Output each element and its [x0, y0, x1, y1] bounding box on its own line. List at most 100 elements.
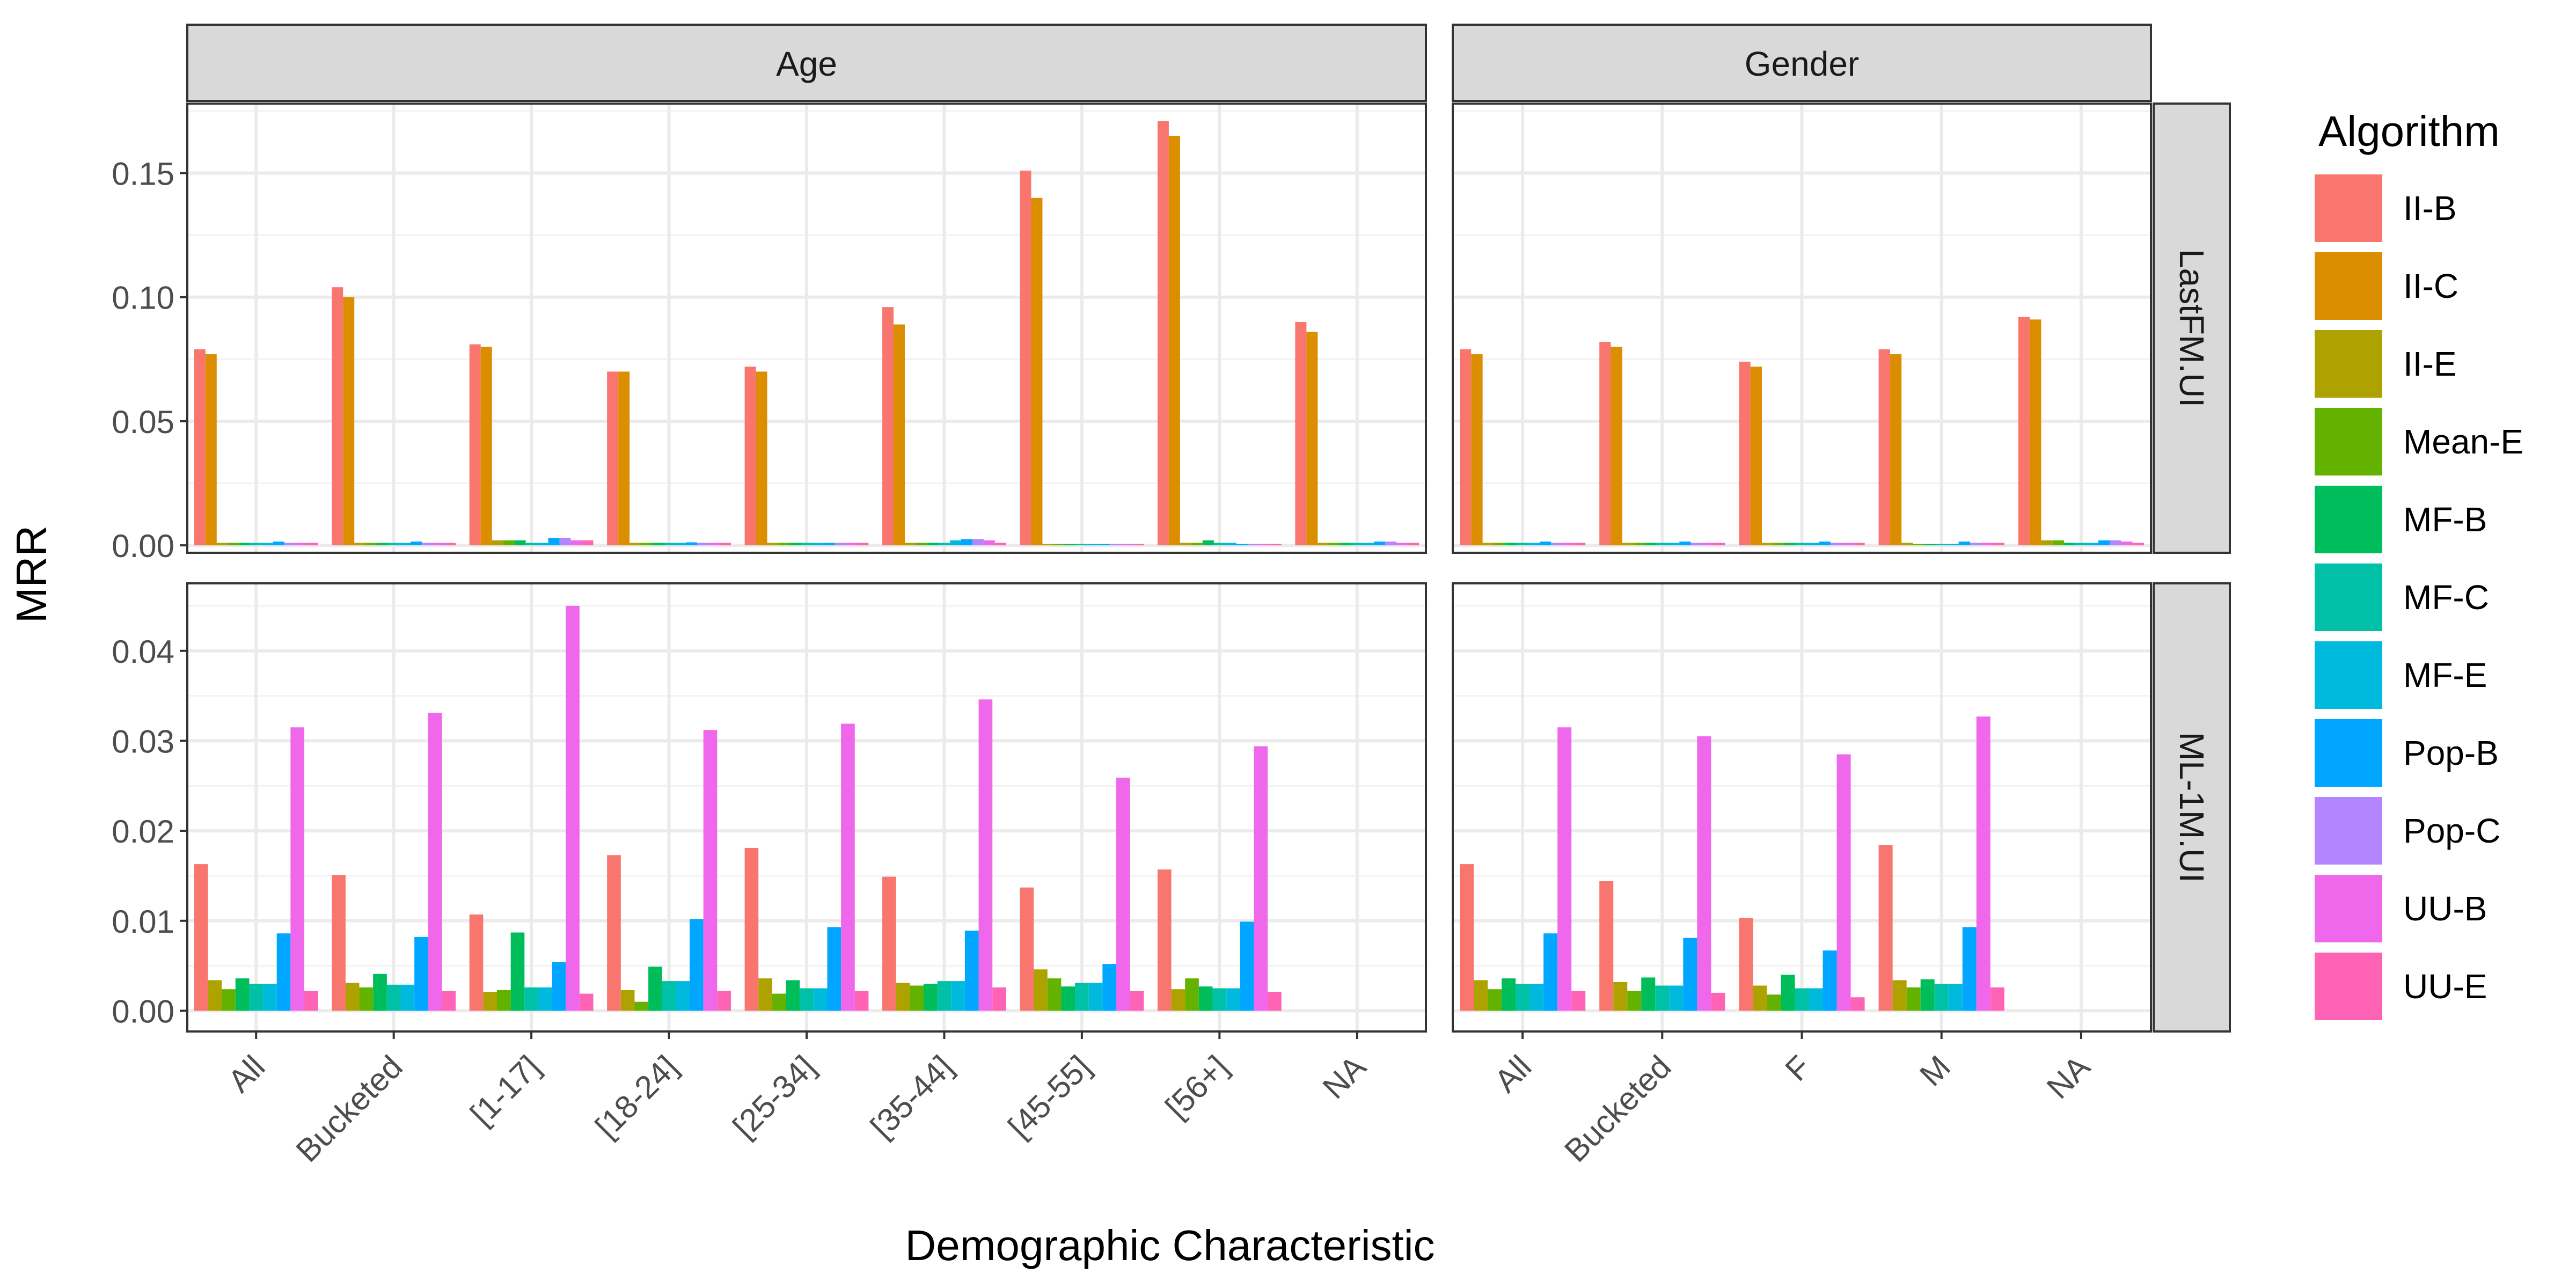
bar-mf-c-All	[1516, 984, 1530, 1011]
strip-label: ML-1M.UI	[2172, 732, 2211, 883]
bar-ii-e-117	[483, 992, 497, 1011]
bar-uu-e-117	[579, 993, 594, 1011]
bar-pop-b-4555	[1102, 964, 1116, 1011]
bar-ii-b-117	[469, 344, 481, 546]
legend-swatch-ii-b	[2311, 171, 2385, 245]
x-tick-label: [35-44]	[863, 1049, 960, 1145]
bar-mf-c-F	[1796, 543, 1808, 546]
bar-mf-e-NA	[1363, 543, 1374, 546]
y-axis-title: MRR	[8, 525, 55, 623]
bar-uu-b-2534	[841, 723, 855, 1011]
bar-mf-c-Bucketed	[1656, 543, 1668, 546]
bar-pop-b-Bucketed	[414, 936, 428, 1011]
bar-ii-c-1824	[618, 371, 630, 546]
legend-swatch-pop-c	[2311, 794, 2385, 868]
bar-uu-b-All	[1562, 543, 1574, 546]
bar-uu-e-Bucketed	[1711, 992, 1725, 1011]
bar-mean-e-All	[228, 543, 239, 546]
bar-mean-e-1824	[641, 543, 653, 546]
bar-mf-e-F	[1807, 543, 1819, 546]
legend-label: Pop-B	[2403, 734, 2499, 772]
bar-ii-b-56+	[1157, 121, 1169, 546]
x-tick-label: NA	[1316, 1049, 1373, 1106]
bar-mf-c-1824	[663, 543, 675, 546]
panel-gender-0	[1452, 103, 2152, 554]
legend-swatch-mf-c	[2311, 560, 2385, 634]
bar-mean-e-M	[1906, 987, 1921, 1011]
bar-ii-e-Bucketed	[345, 983, 360, 1011]
bar-mf-b-Bucketed	[1645, 543, 1657, 546]
legend-title: Algorithm	[2318, 107, 2500, 155]
bar-uu-e-Bucketed	[1714, 543, 1725, 546]
bar-mf-e-4555	[1088, 983, 1103, 1011]
x-axis-title: Demographic Characteristic	[905, 1221, 1435, 1269]
bar-mean-e-F	[1773, 543, 1785, 546]
strip-gender	[1452, 24, 2152, 102]
bar-ii-c-F	[1750, 367, 1762, 546]
panels-layer: 0.00 0.05 0.10 0.15 0.00 0.01 0.02 0.03 0.04 All B…	[112, 103, 2152, 1169]
bar-ii-b-1824	[607, 371, 619, 546]
bar-ii-b-2534	[744, 847, 759, 1011]
bar-ii-c-2534	[756, 371, 767, 546]
bar-mf-c-NA	[2075, 543, 2087, 546]
bar-mf-e-3544	[949, 540, 961, 546]
x-tick-label: [45-55]	[1001, 1049, 1097, 1145]
bar-uu-e-Bucketed	[442, 991, 456, 1011]
bar-ii-b-M	[1878, 349, 1890, 546]
bar-ii-b-All	[1460, 349, 1472, 546]
bar-pop-b-2534	[823, 543, 835, 546]
panel-border	[1452, 103, 2152, 554]
bar-mf-c-117	[525, 543, 537, 546]
bar-uu-e-All	[306, 543, 318, 546]
bar-pop-b-4555	[1099, 544, 1110, 546]
bar-mean-e-117	[503, 540, 515, 546]
bar-ii-b-2534	[744, 367, 756, 546]
legend-swatch-uu-b	[2311, 872, 2385, 946]
bar-mf-c-All	[1517, 543, 1528, 546]
panel-age-1: 0.00 0.01 0.02 0.03 0.04 All Bucketed [1-17] [18…	[112, 582, 1427, 1169]
bar-ii-b-56+	[1157, 869, 1172, 1011]
y-tick-label: 0.03	[112, 723, 174, 759]
bar-pop-c-M	[1970, 543, 1982, 546]
bar-uu-b-4555	[1116, 778, 1130, 1011]
bar-mean-e-56+	[1185, 978, 1199, 1011]
bar-mf-c-1824	[662, 981, 676, 1011]
bar-ii-b-117	[469, 914, 484, 1011]
bar-mf-c-All	[249, 984, 264, 1011]
bar-mean-e-3544	[910, 985, 924, 1011]
bar-mf-c-56+	[1213, 543, 1225, 546]
bar-pop-b-F	[1823, 950, 1837, 1011]
x-tick-label: All	[1488, 1049, 1539, 1100]
bar-ii-b-All	[194, 349, 206, 546]
bar-ii-b-NA	[1295, 321, 1307, 546]
bar-ii-e-F	[1761, 543, 1774, 546]
strip-label: Gender	[1745, 45, 1859, 83]
bar-pop-c-1824	[697, 543, 708, 546]
bar-mean-e-All	[1488, 989, 1502, 1011]
bar-mf-c-2534	[801, 543, 813, 546]
bar-mean-e-56+	[1191, 543, 1203, 546]
legend-label: II-E	[2403, 345, 2457, 383]
bar-ii-b-4555	[1020, 887, 1034, 1011]
strip-lastfm-ui	[2153, 103, 2231, 554]
strip-ml-1m-ui	[2153, 582, 2231, 1033]
bar-uu-b-Bucketed	[1697, 736, 1711, 1011]
bar-mf-e-56+	[1225, 543, 1236, 546]
bar-pop-c-All	[284, 543, 296, 546]
bar-pop-b-56+	[1236, 544, 1248, 546]
bar-uu-b-NA	[2121, 541, 2133, 546]
y-tick-label: 0.00	[112, 993, 174, 1029]
bar-uu-e-56+	[1268, 992, 1282, 1011]
bar-pop-c-NA	[2110, 540, 2121, 546]
bar-uu-b-All	[295, 543, 307, 546]
bar-ii-e-4555	[1042, 544, 1054, 546]
bar-ii-e-2534	[758, 978, 772, 1011]
bar-mf-c-M	[1934, 984, 1949, 1011]
bar-mean-e-Bucketed	[1634, 543, 1645, 546]
legend-label: UU-B	[2403, 889, 2487, 928]
bar-ii-e-4555	[1034, 969, 1048, 1011]
bar-uu-b-1824	[708, 543, 720, 546]
x-tick-label: [56+]	[1159, 1049, 1235, 1125]
bar-uu-e-2534	[854, 991, 869, 1011]
bar-ii-c-Bucketed	[1611, 347, 1622, 546]
